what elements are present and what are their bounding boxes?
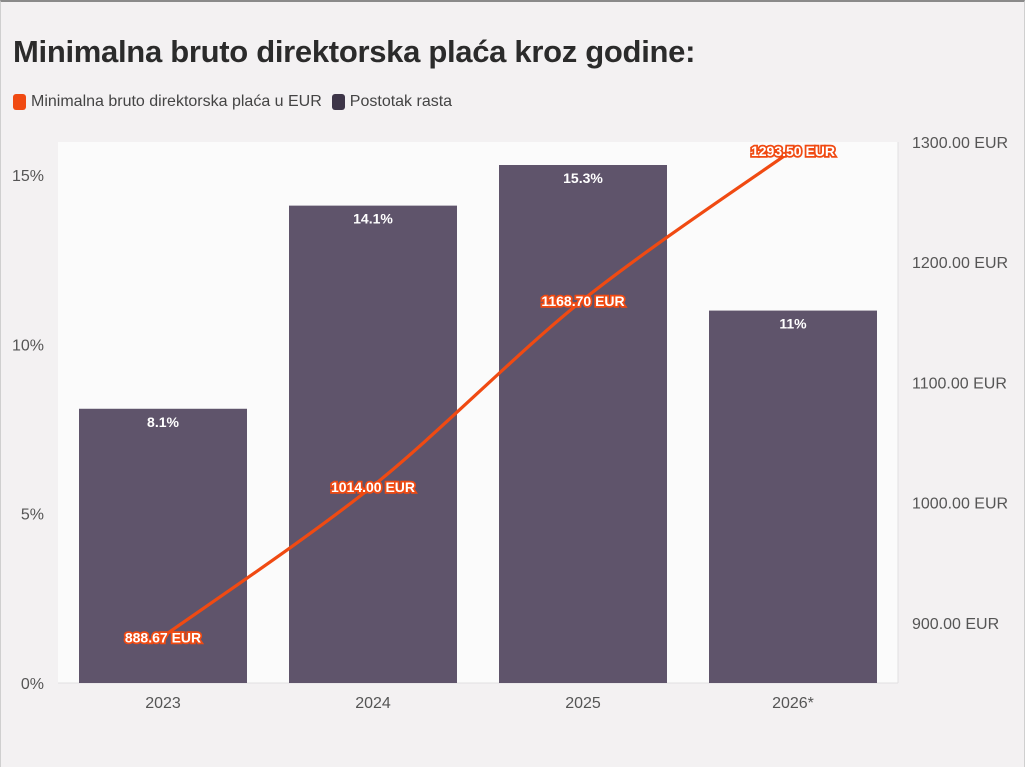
bar bbox=[499, 165, 667, 683]
right-tick-label: 1200.00 EUR bbox=[912, 255, 1008, 272]
salary-point bbox=[790, 147, 796, 153]
right-tick-label: 1300.00 EUR bbox=[912, 135, 1008, 152]
salary-point bbox=[580, 297, 586, 303]
left-tick-label: 5% bbox=[21, 507, 44, 524]
bar-value-label: 15.3% bbox=[563, 170, 603, 186]
left-tick-label: 15% bbox=[12, 168, 44, 185]
salary-value-label: 888.67 EUR bbox=[125, 630, 201, 646]
x-tick-label: 2024 bbox=[355, 695, 391, 712]
right-tick-label: 1100.00 EUR bbox=[912, 375, 1007, 392]
salary-value-label: 1168.70 EUR bbox=[541, 293, 624, 309]
right-tick-label: 1000.00 EUR bbox=[912, 496, 1008, 513]
salary-line bbox=[161, 148, 795, 639]
bar-value-label: 8.1% bbox=[147, 414, 179, 430]
salary-point bbox=[370, 483, 376, 489]
chart-title: Minimalna bruto direktorska plaća kroz g… bbox=[13, 34, 696, 69]
left-tick-label: 0% bbox=[21, 676, 44, 693]
x-tick-label: 2026* bbox=[772, 695, 814, 712]
legend-item-salary[interactable]: Minimalna bruto direktorska plaća u EUR bbox=[13, 93, 322, 111]
legend: Minimalna bruto direktorska plaća u EUR … bbox=[13, 91, 462, 113]
x-tick-label: 2025 bbox=[565, 695, 601, 712]
bar bbox=[709, 310, 877, 683]
legend-label-salary: Minimalna bruto direktorska plaća u EUR bbox=[31, 93, 322, 110]
right-tick-label: 900.00 EUR bbox=[912, 616, 999, 633]
legend-label-growth: Postotak rasta bbox=[349, 93, 453, 110]
salary-value-label: 1293.50 EUR bbox=[751, 143, 835, 159]
legend-swatch-growth bbox=[331, 94, 345, 110]
legend-swatch-salary bbox=[13, 94, 26, 110]
bar-value-label: 14.1% bbox=[353, 211, 393, 227]
bar-value-label: 11% bbox=[779, 316, 807, 332]
x-tick-label: 2023 bbox=[145, 695, 181, 712]
legend-item-growth[interactable]: Postotak rasta bbox=[331, 93, 453, 111]
salary-value-label: 1014.00 EUR bbox=[331, 479, 415, 495]
left-tick-label: 10% bbox=[12, 337, 44, 354]
bar bbox=[289, 205, 457, 684]
salary-point bbox=[160, 634, 166, 640]
